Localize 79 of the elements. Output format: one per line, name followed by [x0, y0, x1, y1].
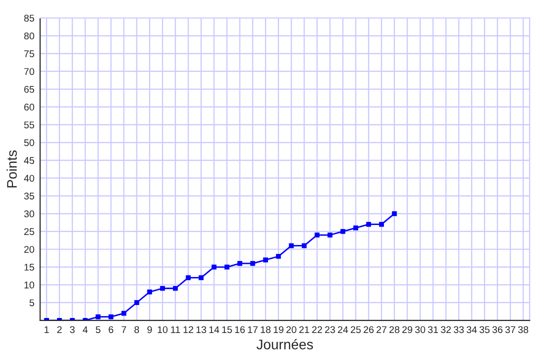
point	[366, 222, 372, 227]
x-tick-label: 12	[184, 326, 194, 333]
x-tick-label: 35	[480, 326, 490, 334]
x-tick-label: 6	[108, 326, 114, 334]
y-tick-label: 25	[24, 228, 34, 236]
x-tick-label: 29	[402, 326, 412, 334]
point	[121, 310, 126, 316]
x-tick-label: 7	[122, 326, 126, 333]
point	[379, 222, 384, 227]
x-tick-label: 8	[134, 326, 140, 334]
x-tick-label: 15	[222, 326, 232, 334]
y-tick-label: 10	[24, 282, 34, 288]
point	[212, 264, 216, 270]
x-tick-label: 37	[505, 326, 516, 334]
point	[198, 275, 204, 280]
x-tick-label: 26	[364, 326, 374, 334]
x-tick-label: 24	[338, 326, 348, 333]
point	[160, 286, 165, 291]
x-tick-label: 32	[440, 326, 451, 334]
point	[340, 229, 346, 234]
point	[276, 254, 281, 259]
point	[314, 232, 320, 238]
point	[172, 286, 178, 291]
y-tick-label: 40	[24, 174, 34, 182]
x-tick-label: 28	[389, 326, 400, 334]
y-axis-title: Points	[6, 150, 17, 188]
point	[108, 314, 114, 320]
x-tick-label: 20	[286, 326, 296, 334]
y-tick-label: 35	[24, 192, 34, 200]
y-tick-label: 65	[24, 86, 34, 93]
y-tick-label: 45	[24, 157, 34, 164]
y-tick-label: 30	[24, 210, 34, 218]
x-tick-label: 14	[209, 326, 220, 333]
x-tick-label: 19	[274, 326, 284, 334]
point	[288, 243, 294, 248]
y-tick-label: 70	[24, 68, 34, 75]
x-axis-title: Journées	[256, 339, 313, 350]
y-tick-label: 85	[24, 14, 34, 22]
point	[353, 225, 358, 230]
y-tick-label: 60	[24, 104, 34, 111]
x-tick-label: 18	[260, 326, 271, 334]
x-tick-label: 27	[376, 326, 386, 333]
x-tick-label: 22	[312, 326, 322, 333]
x-tick-label: 13	[196, 326, 206, 334]
x-tick-label: 25	[350, 326, 361, 334]
x-tick-label: 33	[454, 326, 464, 334]
y-tick-label: 75	[24, 50, 34, 58]
y-tick-label: 50	[24, 139, 34, 146]
x-tick-label: 9	[147, 326, 152, 334]
x-tick-label: 30	[415, 326, 426, 334]
point	[392, 211, 397, 216]
point	[250, 261, 256, 266]
x-tick-label: 16	[235, 326, 245, 334]
point	[96, 314, 101, 320]
x-tick-label: 34	[466, 326, 477, 334]
x-tick-label: 1	[44, 326, 49, 333]
y-tick-label: 20	[24, 246, 34, 253]
x-tick-label: 10	[158, 326, 168, 334]
x-tick-label: 38	[518, 326, 528, 334]
y-tick-label: 5	[30, 299, 34, 306]
point	[263, 257, 268, 262]
x-tick-label: 5	[96, 326, 100, 334]
x-tick-label: 21	[299, 326, 310, 333]
x-tick-label: 2	[57, 326, 62, 333]
x-tick-label: 3	[70, 326, 75, 334]
x-tick-label: 17	[248, 326, 258, 333]
y-tick-label: 55	[24, 122, 34, 128]
point	[224, 264, 230, 270]
point	[147, 290, 152, 294]
x-tick-label: 31	[428, 326, 438, 334]
y-tick-label: 15	[24, 264, 34, 271]
point	[328, 232, 332, 238]
x-tick-label: 4	[82, 326, 88, 333]
point	[134, 300, 140, 306]
x-tick-label: 23	[325, 326, 335, 334]
x-tick-label: 36	[492, 326, 502, 334]
x-tick-label: 11	[171, 326, 180, 333]
y-tick-label: 80	[24, 32, 34, 40]
point	[237, 261, 242, 266]
